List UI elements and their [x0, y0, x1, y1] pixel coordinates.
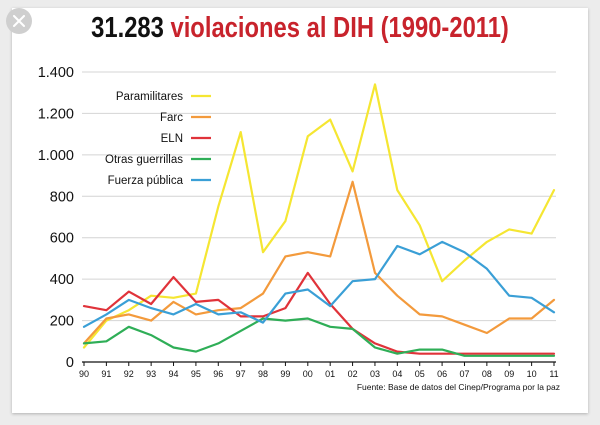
x-tick-label: 00: [303, 369, 313, 379]
y-tick-label: 1.200: [38, 106, 74, 122]
title-number: 31.283: [91, 12, 164, 44]
source-note: Fuente: Base de datos del Cinep/Programa…: [357, 382, 560, 392]
series-line-paramilitares: [82, 83, 556, 349]
x-tick-label: 99: [280, 369, 290, 379]
x-tick-label: 96: [213, 369, 223, 379]
x-tick-label: 97: [236, 369, 246, 379]
x-tick-label: 98: [258, 369, 268, 379]
x-tick-label: 91: [101, 369, 111, 379]
x-tick-label: 94: [169, 369, 179, 379]
x-tick-label: 06: [437, 369, 447, 379]
x-tick-label: 93: [146, 369, 156, 379]
chart-card: [12, 8, 588, 413]
legend-label: Paramilitares: [116, 91, 183, 103]
x-tick-label: 07: [459, 369, 469, 379]
series-line-fuerza-p-blica: [82, 240, 556, 328]
legend-label: Farc: [160, 112, 183, 124]
x-tick-label: 09: [504, 369, 514, 379]
x-tick-label: 02: [348, 369, 358, 379]
legend-label: ELN: [161, 133, 183, 145]
x-tick-label: 92: [124, 369, 134, 379]
x-tick-label: 04: [392, 369, 402, 379]
x-tick-label: 03: [370, 369, 380, 379]
y-tick-label: 1.000: [38, 148, 74, 164]
close-icon: [13, 15, 25, 27]
x-tick-label: 90: [79, 369, 89, 379]
x-tick-label: 08: [482, 369, 492, 379]
legend-label: Otras guerrillas: [105, 154, 183, 166]
y-tick-label: 0: [66, 355, 74, 371]
y-tick-label: 200: [50, 314, 74, 330]
x-tick-label: 01: [325, 369, 335, 379]
series-line-farc: [82, 180, 556, 345]
series-line-otras-guerrillas: [82, 317, 556, 357]
x-tick-label: 95: [191, 369, 201, 379]
close-button[interactable]: [6, 8, 32, 34]
chart-title: 31.283 violaciones al DIH (1990-2011): [54, 8, 546, 48]
series-line-eln: [82, 271, 556, 355]
y-tick-label: 800: [50, 189, 74, 205]
x-tick-label: 11: [549, 369, 558, 379]
y-tick-label: 400: [50, 272, 74, 288]
title-text: violaciones al DIH (1990-2011): [170, 12, 509, 44]
y-tick-label: 600: [50, 231, 74, 247]
x-tick-label: 10: [527, 369, 537, 379]
legend-label: Fuerza pública: [108, 175, 184, 187]
y-tick-label: 1.400: [38, 65, 74, 81]
x-tick-label: 05: [415, 369, 425, 379]
